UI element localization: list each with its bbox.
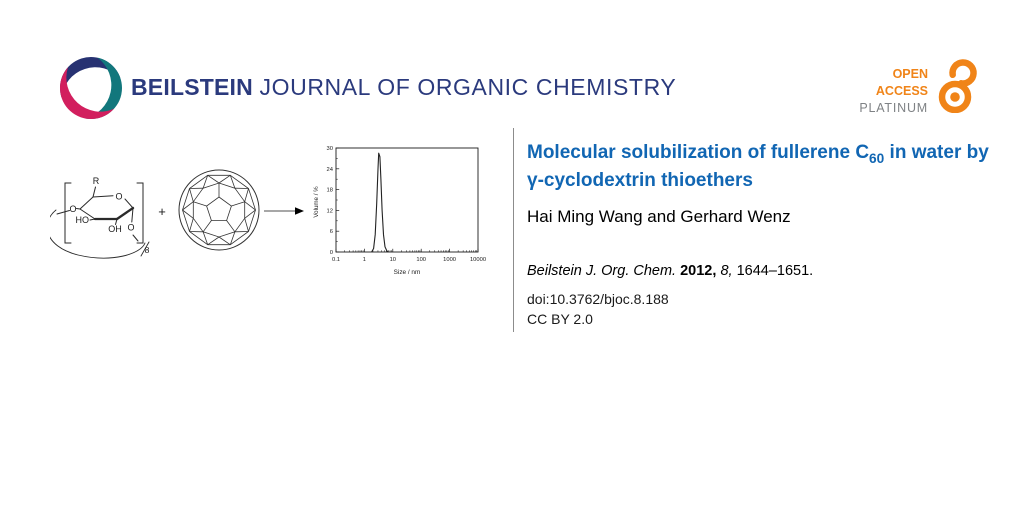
article-title-pre: Molecular solubilization of fullerene C	[527, 142, 870, 163]
svg-text:1000: 1000	[443, 257, 456, 263]
svg-text:0: 0	[330, 250, 333, 256]
article-title: Molecular solubilization of fullerene C6…	[527, 142, 997, 192]
article-citation: Beilstein J. Org. Chem. 2012, 8, 1644–16…	[527, 263, 997, 279]
label-bottom-oxygen: O	[127, 223, 134, 233]
dls-chart: Volume / % Size / nm 0.1 1 10 100 1000 10000 0…	[313, 146, 486, 276]
article-authors: Hai Ming Wang and Gerhard Wenz	[527, 206, 791, 226]
reaction-scheme: R O O HO OH O 8 +	[50, 169, 304, 259]
journal-title-rest: JOURNAL OF ORGANIC CHEMISTRY	[259, 74, 677, 100]
svg-text:10: 10	[390, 257, 396, 263]
fullerene-icon	[178, 169, 260, 251]
bracket-right	[136, 182, 144, 244]
svg-text:1: 1	[363, 257, 366, 263]
label-hydroxyl-left: HO	[76, 215, 90, 225]
cyclodextrin-structure	[50, 182, 150, 259]
citation-journal: Beilstein J. Org. Chem.	[527, 262, 677, 279]
citation-volume: 8,	[720, 262, 733, 279]
svg-text:0.1: 0.1	[332, 257, 340, 263]
svg-text:12: 12	[327, 208, 333, 214]
svg-text:30: 30	[327, 146, 333, 152]
beilstein-logo-icon	[60, 57, 122, 119]
open-access-text: OPEN ACCESS PLATINUM	[828, 57, 928, 117]
label-repeat-count: 8	[145, 245, 150, 255]
svg-text:10000: 10000	[470, 257, 486, 263]
reaction-arrow-icon	[264, 207, 304, 215]
svg-text:100: 100	[416, 257, 426, 263]
bracket-left	[64, 182, 72, 244]
chart-x-axis-label: Size / nm	[394, 269, 421, 276]
macrocycle-loop	[50, 209, 146, 259]
label-hydroxyl-bottom: OH	[108, 224, 122, 234]
open-access-line1: OPEN	[892, 67, 928, 81]
article-doi: doi:10.3762/bjoc.8.188	[527, 290, 669, 307]
plus-sign: +	[158, 204, 166, 219]
journal-title: BEILSTEIN JOURNAL OF ORGANIC CHEMISTRY	[131, 74, 676, 101]
open-access-badge: OPEN ACCESS PLATINUM	[828, 57, 981, 117]
label-left-oxygen: O	[69, 204, 76, 214]
svg-text:24: 24	[327, 167, 334, 173]
open-lock-icon	[938, 59, 977, 113]
label-ring-oxygen: O	[115, 192, 122, 202]
svg-text:18: 18	[327, 188, 333, 194]
open-access-line3: PLATINUM	[859, 101, 928, 115]
open-access-line2: ACCESS	[875, 84, 928, 98]
journal-title-brand: BEILSTEIN	[131, 74, 253, 100]
vertical-divider	[513, 128, 514, 332]
label-substituent-R: R	[93, 176, 100, 186]
citation-pages: 1644–1651.	[736, 262, 814, 279]
svg-text:6: 6	[330, 229, 333, 235]
article-meta: Molecular solubilization of fullerene C6…	[527, 142, 997, 327]
article-license: CC BY 2.0	[527, 310, 593, 327]
citation-year: 2012,	[680, 262, 717, 279]
article-title-subscript: 60	[869, 150, 885, 166]
article-title-post: in water by γ-cyclodextrin thioethers	[527, 142, 989, 191]
chart-y-axis-label: Volume / %	[313, 186, 320, 218]
